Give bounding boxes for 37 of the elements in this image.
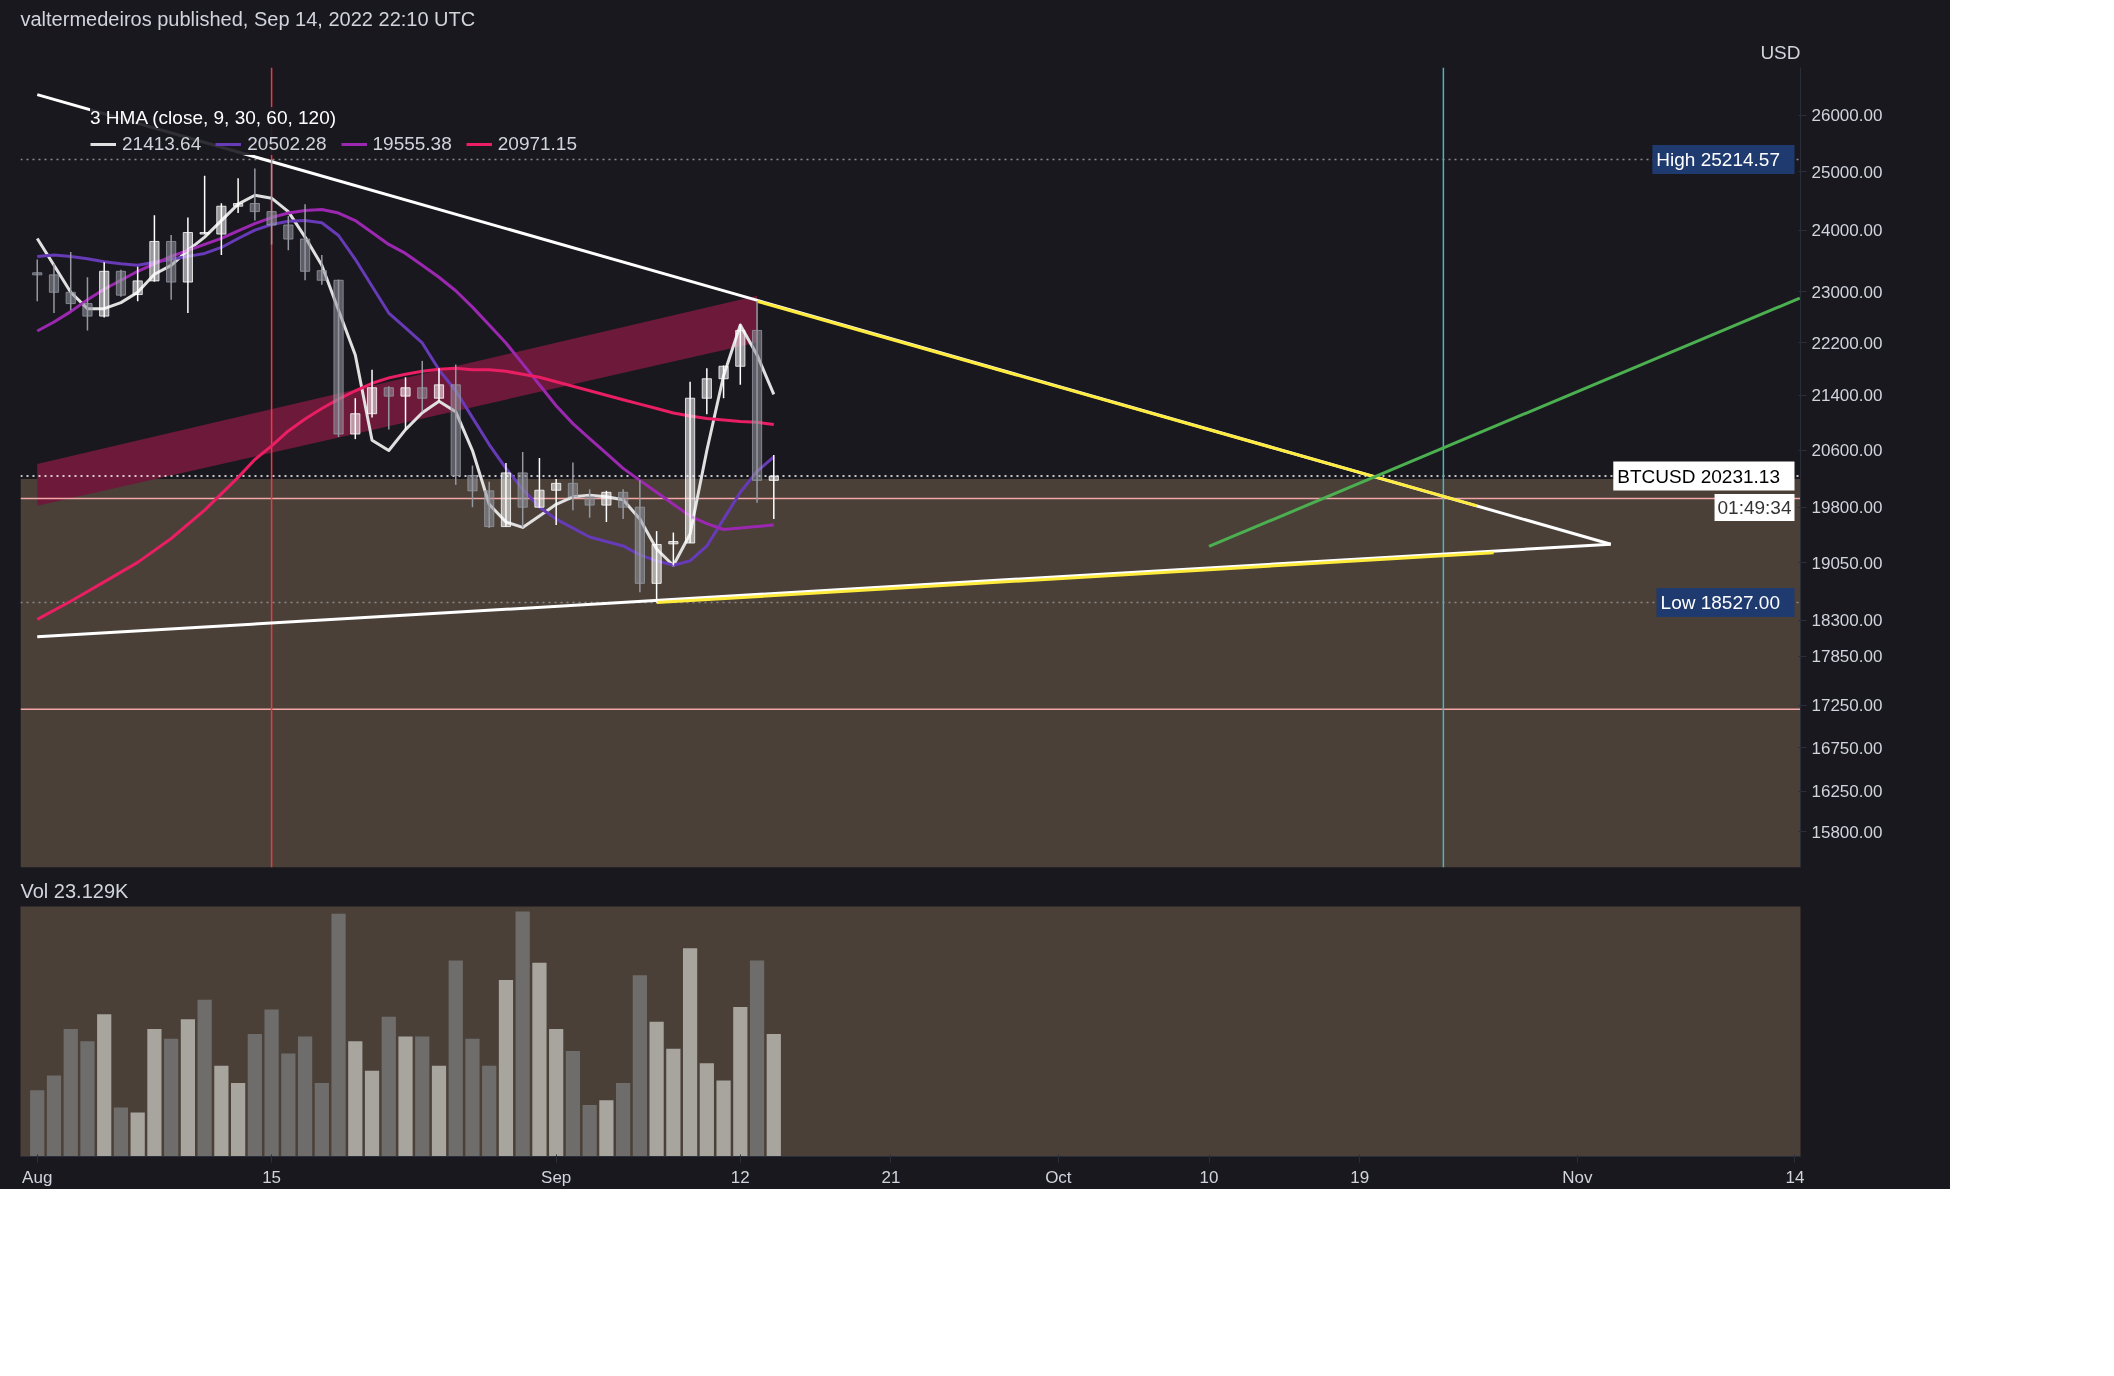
legend-label: 19555.38 [372, 133, 452, 155]
x-tick-label: Nov [1562, 1167, 1593, 1187]
x-tick-label: 15 [262, 1167, 282, 1187]
x-tick-label: Oct [1045, 1167, 1072, 1187]
ref-line-label: BTCUSD 20231.13 [1617, 465, 1780, 487]
y-tick-label: 21400.00 [1811, 386, 1883, 406]
y-tick-label: 25000.00 [1811, 162, 1883, 182]
x-tick-label: 10 [1199, 1167, 1219, 1187]
y-axis-title: USD [1760, 41, 1801, 63]
y-tick-label: 26000.00 [1811, 106, 1883, 126]
y-tick-label: 16750.00 [1811, 738, 1883, 758]
chart-title: Vol 23.129K [20, 879, 130, 902]
legend-label: 20502.28 [247, 133, 327, 155]
y-tick-label: 17250.00 [1811, 696, 1883, 716]
x-tick-label: 14 [1785, 1167, 1805, 1187]
y-tick-label: 23000.00 [1811, 282, 1883, 302]
y-tick-label: 20600.00 [1811, 441, 1883, 461]
legend-label: 20971.15 [497, 133, 577, 155]
y-tick-label: 19050.00 [1811, 553, 1883, 573]
annotation: 01:49:34 [1717, 497, 1792, 519]
y-tick-label: 22200.00 [1811, 333, 1883, 353]
y-tick-label: 19800.00 [1811, 498, 1883, 518]
y-tick-label: 24000.00 [1811, 221, 1883, 241]
ref-line-label: Low 18527.00 [1660, 592, 1780, 614]
legend-title: 3 HMA (close, 9, 30, 60, 120) [90, 107, 338, 129]
x-tick-label: 19 [1350, 1167, 1370, 1187]
y-tick-label: 18300.00 [1811, 611, 1883, 631]
x-tick-label: 12 [730, 1167, 750, 1187]
y-tick-label: 15800.00 [1811, 822, 1883, 842]
x-tick-label: 21 [881, 1167, 901, 1187]
y-tick-label: 17850.00 [1811, 647, 1883, 667]
x-tick-label: Aug [22, 1167, 53, 1187]
legend-label: 21413.64 [122, 133, 202, 155]
y-tick-label: 16250.00 [1811, 782, 1883, 802]
chart-title: valtermedeiros published, Sep 14, 2022 22:10 UTC [20, 7, 476, 30]
ref-line-label: High 25214.57 [1656, 148, 1780, 170]
x-tick-label: Sep [541, 1167, 572, 1187]
